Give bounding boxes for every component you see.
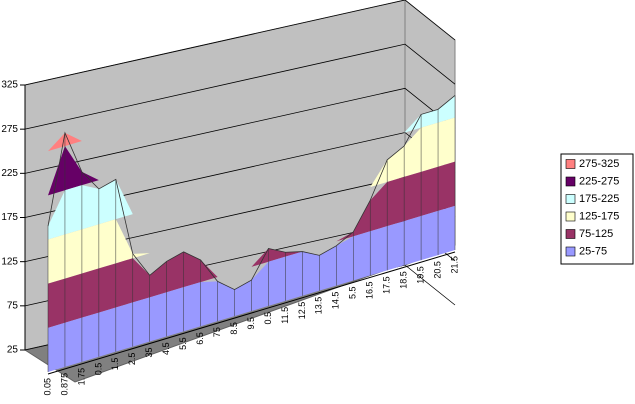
x-tick-label: 2.5 <box>127 353 137 366</box>
category-axis <box>47 251 456 375</box>
grid-line <box>24 43 456 130</box>
legend-label: 175-225 <box>579 193 619 205</box>
grid-line <box>24 0 456 86</box>
x-tick-label: 12.5 <box>297 302 307 320</box>
x-tick-label: 6.5 <box>195 332 205 345</box>
x-tick-label: 1.5 <box>110 358 120 371</box>
z-tick-label: 325 <box>1 80 18 91</box>
z-tick-label: 275 <box>1 124 18 135</box>
legend-label: 25-75 <box>579 245 607 257</box>
legend-swatch <box>565 194 576 204</box>
x-tick-label: 13.5 <box>314 297 324 315</box>
x-tick-label: 0.5 <box>263 312 273 325</box>
x-tick-label: 5.5 <box>348 287 358 300</box>
x-tick-label: 35 <box>144 348 154 358</box>
z-tick-label: 25 <box>7 345 19 356</box>
legend-label: 75-125 <box>579 228 613 240</box>
x-tick-label: 0.5 <box>93 363 103 376</box>
z-tick-label: 75 <box>7 300 19 311</box>
legend-swatch <box>565 159 576 169</box>
x-tick-label: 16.5 <box>365 281 375 299</box>
x-tick-label: 14.5 <box>331 292 341 310</box>
legend-swatch <box>565 211 576 222</box>
x-tick-label: 9.5 <box>246 317 256 330</box>
legend <box>560 153 634 265</box>
x-tick-label: 18.5 <box>399 271 409 289</box>
legend-swatch <box>565 229 576 239</box>
band-fill <box>48 95 455 240</box>
x-tick-label: 11.5 <box>280 307 290 324</box>
band-fill <box>48 117 455 284</box>
z-tick-label: 225 <box>1 168 18 179</box>
x-tick-label: 8.5 <box>229 322 239 335</box>
x-tick-label: 5.5 <box>178 337 188 350</box>
legend-label: 275-325 <box>579 158 619 170</box>
x-tick-label: 19.5 <box>415 266 425 284</box>
z-tick-label: 125 <box>1 256 18 267</box>
z-tick-label: 175 <box>1 212 18 223</box>
x-tick-label: 0.875 <box>59 373 69 396</box>
legend-swatch <box>565 176 576 187</box>
x-tick-label: 1.75 <box>76 368 86 386</box>
legend-label: 225-275 <box>579 175 619 187</box>
legend-swatch <box>565 246 576 257</box>
x-tick-label: 75 <box>212 327 222 337</box>
x-tick-label: 0.05 <box>42 378 52 396</box>
surface-edge <box>47 95 456 291</box>
legend-label: 125-175 <box>579 210 619 222</box>
x-tick-label: 4.5 <box>161 342 171 355</box>
x-tick-label: 21.5 <box>449 256 459 274</box>
x-tick-label: 20.5 <box>432 261 442 279</box>
x-tick-label: 17.5 <box>382 276 392 294</box>
band-fill <box>48 73 455 196</box>
